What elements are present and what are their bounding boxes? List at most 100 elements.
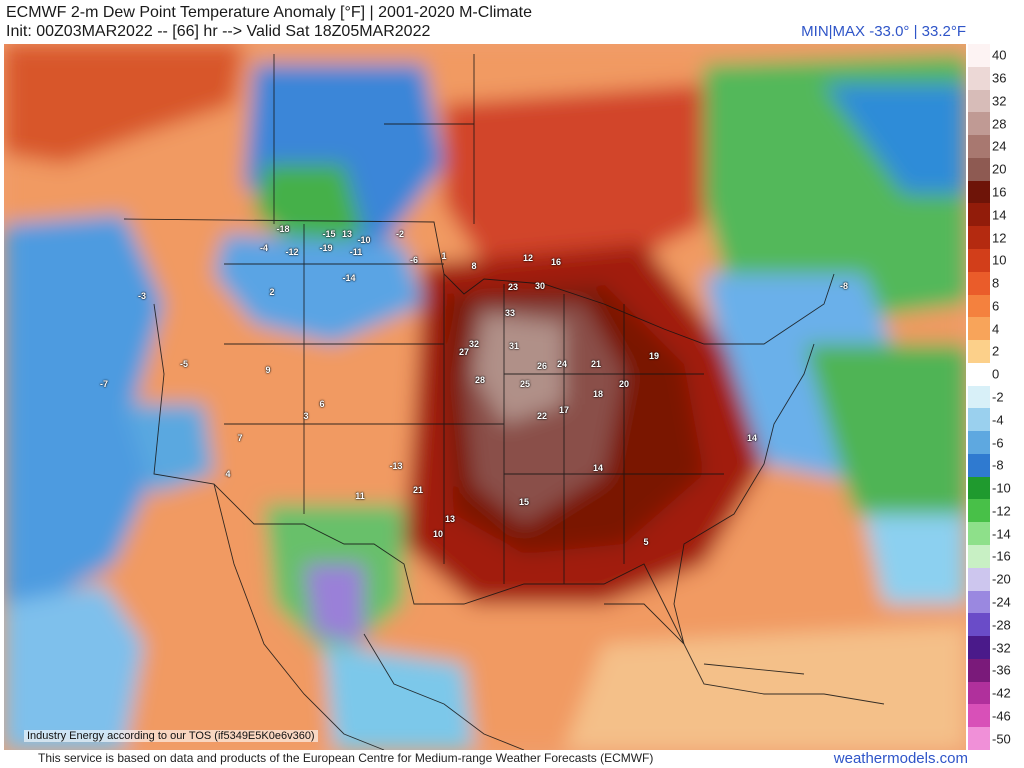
colorbar-swatch xyxy=(968,89,990,113)
colorbar-tick-label: -50 xyxy=(992,731,1011,747)
colorbar-tick-label: 10 xyxy=(992,252,1007,268)
value-label: 15 xyxy=(518,497,530,507)
colorbar-tick-label: -16 xyxy=(992,548,1011,564)
colorbar-tick-label: -36 xyxy=(992,662,1011,678)
value-label: 5 xyxy=(643,537,649,547)
value-label: 24 xyxy=(556,359,568,369)
value-label: -4 xyxy=(259,243,269,253)
value-label: -15 xyxy=(322,229,336,239)
map-shading xyxy=(4,44,966,750)
ecmwf-attribution: This service is based on data and produc… xyxy=(38,751,654,765)
init-valid-line: Init: 00Z03MAR2022 -- [66] hr --> Valid … xyxy=(6,23,431,40)
colorbar-tick-label: -46 xyxy=(992,708,1011,724)
chart-title: ECMWF 2-m Dew Point Temperature Anomaly … xyxy=(6,4,532,21)
value-label: -3 xyxy=(137,291,147,301)
value-label: -2 xyxy=(395,229,405,239)
colorbar-swatch xyxy=(968,681,990,705)
colorbar-swatch xyxy=(968,44,990,68)
colorbar-tick-label: -28 xyxy=(992,617,1011,633)
colorbar-tick-label: 0 xyxy=(992,366,1000,382)
colorbar-swatch xyxy=(968,408,990,432)
value-label: -14 xyxy=(342,273,356,283)
colorbar-swatch xyxy=(968,476,990,500)
colorbar-swatch xyxy=(968,226,990,250)
anomaly-map[interactable]: -18 -15 13 -10 -19 -14 -11 -12 -4 -6 -2 … xyxy=(4,44,966,750)
colorbar-tick-label: -10 xyxy=(992,480,1011,496)
colorbar-swatch xyxy=(968,203,990,227)
colorbar-tick-label: 2 xyxy=(992,343,1000,359)
value-label: 4 xyxy=(225,469,231,479)
colorbar-tick-label: 28 xyxy=(992,116,1007,132)
value-label: 10 xyxy=(432,529,444,539)
value-label: -18 xyxy=(276,224,290,234)
colorbar-tick-label: 24 xyxy=(992,138,1007,154)
value-label: 19 xyxy=(648,351,660,361)
colorbar-swatch xyxy=(968,385,990,409)
value-label: 8 xyxy=(471,261,477,271)
brand-link[interactable]: weathermodels.com xyxy=(833,750,968,767)
colorbar-tick-label: -42 xyxy=(992,685,1011,701)
colorbar-swatch xyxy=(968,135,990,159)
colorbar-tick-label: 32 xyxy=(992,93,1007,109)
colorbar-swatch xyxy=(968,271,990,295)
value-label: -13 xyxy=(389,461,403,471)
colorbar-tick-label: 36 xyxy=(992,70,1007,86)
colorbar-swatch xyxy=(968,157,990,182)
value-label: 9 xyxy=(265,365,271,375)
colorbar-swatch xyxy=(968,704,990,728)
value-label: 20 xyxy=(618,379,630,389)
colorbar-swatch xyxy=(968,545,990,569)
colorbar xyxy=(968,44,990,751)
value-label: 14 xyxy=(746,433,758,443)
colorbar-tick-label: 16 xyxy=(992,184,1007,200)
colorbar-swatch xyxy=(968,590,990,614)
colorbar-tick-label: -12 xyxy=(992,503,1011,519)
value-label: 33 xyxy=(504,308,516,318)
colorbar-tick-label: 20 xyxy=(992,161,1007,177)
value-label: 2 xyxy=(269,287,275,297)
value-label: 21 xyxy=(412,485,424,495)
value-label: 23 xyxy=(507,282,519,292)
value-label: 3 xyxy=(303,411,309,421)
colorbar-tick-label: -6 xyxy=(992,435,1004,451)
borders xyxy=(123,54,885,750)
colorbar-swatch xyxy=(968,66,990,91)
colorbar-swatch xyxy=(968,658,990,683)
colorbar-swatch xyxy=(968,613,990,637)
colorbar-swatch xyxy=(968,453,990,478)
value-label: 13 xyxy=(341,229,353,239)
colorbar-tick-label: 4 xyxy=(992,321,1000,337)
value-label: -8 xyxy=(839,281,849,291)
value-label: 21 xyxy=(590,359,602,369)
colorbar-swatch xyxy=(968,499,990,523)
colorbar-swatch xyxy=(968,362,990,387)
value-label: -12 xyxy=(285,247,299,257)
colorbar-tick-label: -14 xyxy=(992,526,1011,542)
value-label: 30 xyxy=(534,281,546,291)
colorbar-swatch xyxy=(968,567,990,592)
colorbar-swatch xyxy=(968,112,990,136)
colorbar-tick-label: -32 xyxy=(992,640,1011,656)
value-label: 11 xyxy=(355,491,365,501)
tos-notice: Industry Energy according to our TOS (if… xyxy=(24,730,318,742)
colorbar-swatch xyxy=(968,431,990,455)
colorbar-tick-label: -20 xyxy=(992,571,1011,587)
value-label: 18 xyxy=(592,389,604,399)
value-label: 28 xyxy=(474,375,486,385)
value-label: 7 xyxy=(237,433,243,443)
value-label: -5 xyxy=(179,359,189,369)
value-label: 25 xyxy=(519,379,531,389)
colorbar-tick-label: 6 xyxy=(992,298,1000,314)
colorbar-swatch xyxy=(968,248,990,273)
value-label: -11 xyxy=(349,247,363,257)
value-label: 16 xyxy=(550,257,562,267)
colorbar-swatch xyxy=(968,522,990,546)
value-label: 32 xyxy=(468,339,480,349)
value-label: -7 xyxy=(99,379,109,389)
value-label: -19 xyxy=(319,243,333,253)
colorbar-tick-label: 40 xyxy=(992,47,1007,63)
colorbar-tick-label: -8 xyxy=(992,457,1004,473)
value-label: -6 xyxy=(409,255,419,265)
colorbar-tick-label: 14 xyxy=(992,207,1007,223)
colorbar-tick-label: 12 xyxy=(992,230,1007,246)
